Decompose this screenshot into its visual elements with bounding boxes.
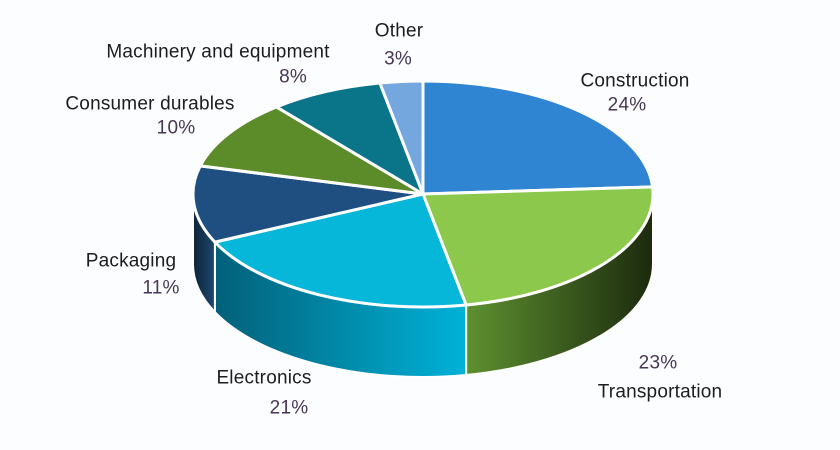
pie-slice-electronics bbox=[213, 192, 468, 309]
pie-slice-packaging bbox=[191, 164, 425, 244]
slice-value-other: 3% bbox=[384, 48, 412, 70]
pie-slice-construction bbox=[421, 79, 655, 196]
slice-label-machinery-and-equipment: Machinery and equipment bbox=[106, 41, 330, 63]
slice-value-electronics: 21% bbox=[269, 397, 309, 419]
slice-value-packaging: 11% bbox=[142, 277, 180, 299]
pie-slice-transportation bbox=[421, 185, 655, 307]
slice-label-packaging: Packaging bbox=[85, 250, 177, 272]
slice-label-consumer-durables: Consumer durables bbox=[65, 93, 235, 115]
slice-value-transportation: 23% bbox=[638, 352, 678, 374]
slice-value-consumer-durables: 10% bbox=[156, 117, 196, 139]
slice-label-electronics: Electronics bbox=[216, 367, 312, 389]
slice-value-machinery-and-equipment: 8% bbox=[279, 66, 307, 88]
pie-slice-other bbox=[378, 79, 425, 196]
slice-label-transportation: Transportation bbox=[597, 381, 723, 403]
pie-slice-consumer-durables bbox=[198, 105, 425, 196]
pie-slice-machinery-and-equipment bbox=[274, 81, 425, 196]
slice-value-construction: 24% bbox=[607, 94, 647, 116]
slice-label-other: Other bbox=[374, 20, 424, 42]
slice-label-construction: Construction bbox=[580, 70, 690, 92]
